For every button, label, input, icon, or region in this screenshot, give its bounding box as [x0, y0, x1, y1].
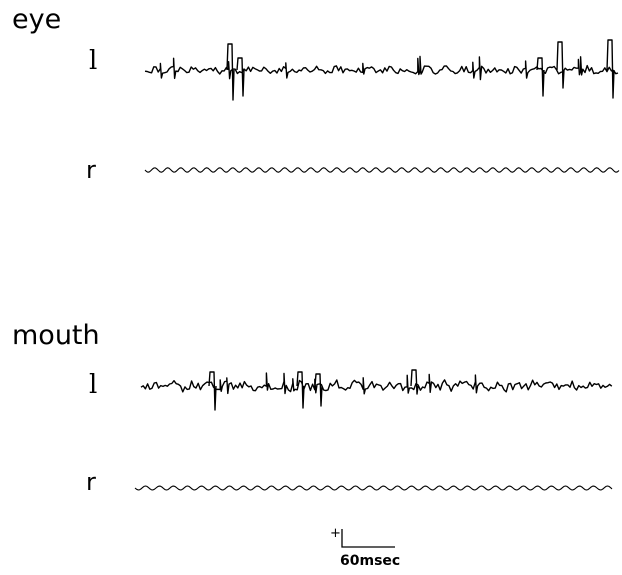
eye-group-label: eye [12, 4, 62, 35]
mouth-right-label: r [86, 468, 96, 496]
mouth-left-label: l [89, 370, 98, 400]
mouth-group-label: mouth [12, 320, 100, 351]
eye-left-label: l [89, 46, 98, 76]
mouth-left-trace [140, 369, 613, 411]
eye-right-label: r [86, 156, 96, 184]
eye-right-trace [144, 167, 620, 173]
mouth-right-trace [134, 485, 613, 491]
scale-polarity: + [330, 526, 341, 541]
eye-left-trace [144, 39, 619, 101]
scale-bar [341, 529, 395, 548]
scale-time-label: 60msec [340, 553, 401, 569]
